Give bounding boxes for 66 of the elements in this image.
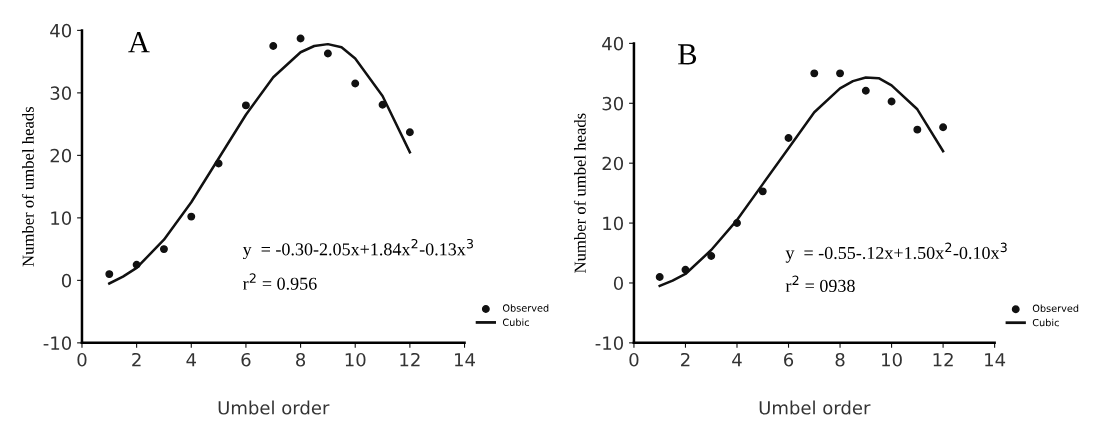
x-tick-label: 4 [732,353,742,367]
x-tick-label: 2 [132,352,141,367]
point [784,134,793,142]
y-tick-label: 0 [61,273,72,288]
point [681,265,690,274]
y-tick-label: -10 [595,336,624,350]
point [913,125,922,134]
legend-label: Cubic [1032,318,1059,327]
point [241,101,250,110]
point [733,219,741,228]
annotation: B [678,44,697,65]
legend-label: Cubic [502,318,529,326]
point [405,128,414,137]
y-tick-label: -10 [43,336,72,350]
x-tick-label: 8 [835,352,845,367]
x-tick-label: 6 [784,352,794,367]
x-tick-label: 0 [77,352,87,367]
y-tick-label: 20 [50,148,72,163]
x-tick-label: 14 [985,353,1006,367]
point [187,212,196,221]
annotation: A [128,32,150,53]
annotation: y = -0.30-2.05x+1.84x$^{2}$-0.13x$^{3}$ [242,238,473,260]
x-axis-title: Umbel order [218,400,330,415]
point [810,69,819,78]
point [296,34,305,43]
y-tick-label: 30 [602,96,624,111]
annotation: y = -0.55-.12x+1.50x$^{2}$-0.10x$^{3}$ [785,242,1007,263]
x-tick-label: 0 [629,352,639,367]
x-tick-label: 8 [296,352,306,367]
point [269,42,278,50]
y-axis-title: Number of umbel heads [573,113,586,273]
y-tick-label: 0 [613,276,624,291]
y-tick-label: 30 [50,86,72,100]
annotation: r$^{2}$ = 0.956 [243,273,317,290]
x-axis-title: Umbel order [759,400,871,415]
y-tick-label: 10 [51,211,72,225]
legend-label: Observed [502,304,549,312]
point [159,245,168,254]
x-tick-label: 12 [933,352,953,367]
y-tick-label: 40 [50,23,72,38]
point [861,86,870,95]
x-tick-label: 14 [455,353,475,367]
x-tick-label: 10 [345,352,366,367]
x-tick-label: 6 [241,352,251,367]
x-tick-label: 10 [882,352,902,367]
point [323,49,332,58]
point [378,100,387,109]
y-axis-title: Number of umbel heads [21,106,34,267]
point [887,97,896,106]
point [655,273,664,281]
x-tick-label: 4 [186,353,197,367]
y-tick-label: 40 [602,36,624,51]
y-tick-label: 20 [602,156,624,171]
point [351,79,360,88]
point [836,69,845,78]
point [758,187,767,196]
point [105,270,114,279]
annotation: r$^{2}$ = 0938 [785,275,855,292]
x-tick-label: 2 [681,352,690,367]
y-tick-label: 10 [603,216,624,231]
legend-label: Observed [1032,304,1079,312]
point [707,252,716,260]
x-tick-label: 12 [400,352,420,367]
point [939,123,948,132]
point [214,159,223,168]
point [132,260,141,269]
